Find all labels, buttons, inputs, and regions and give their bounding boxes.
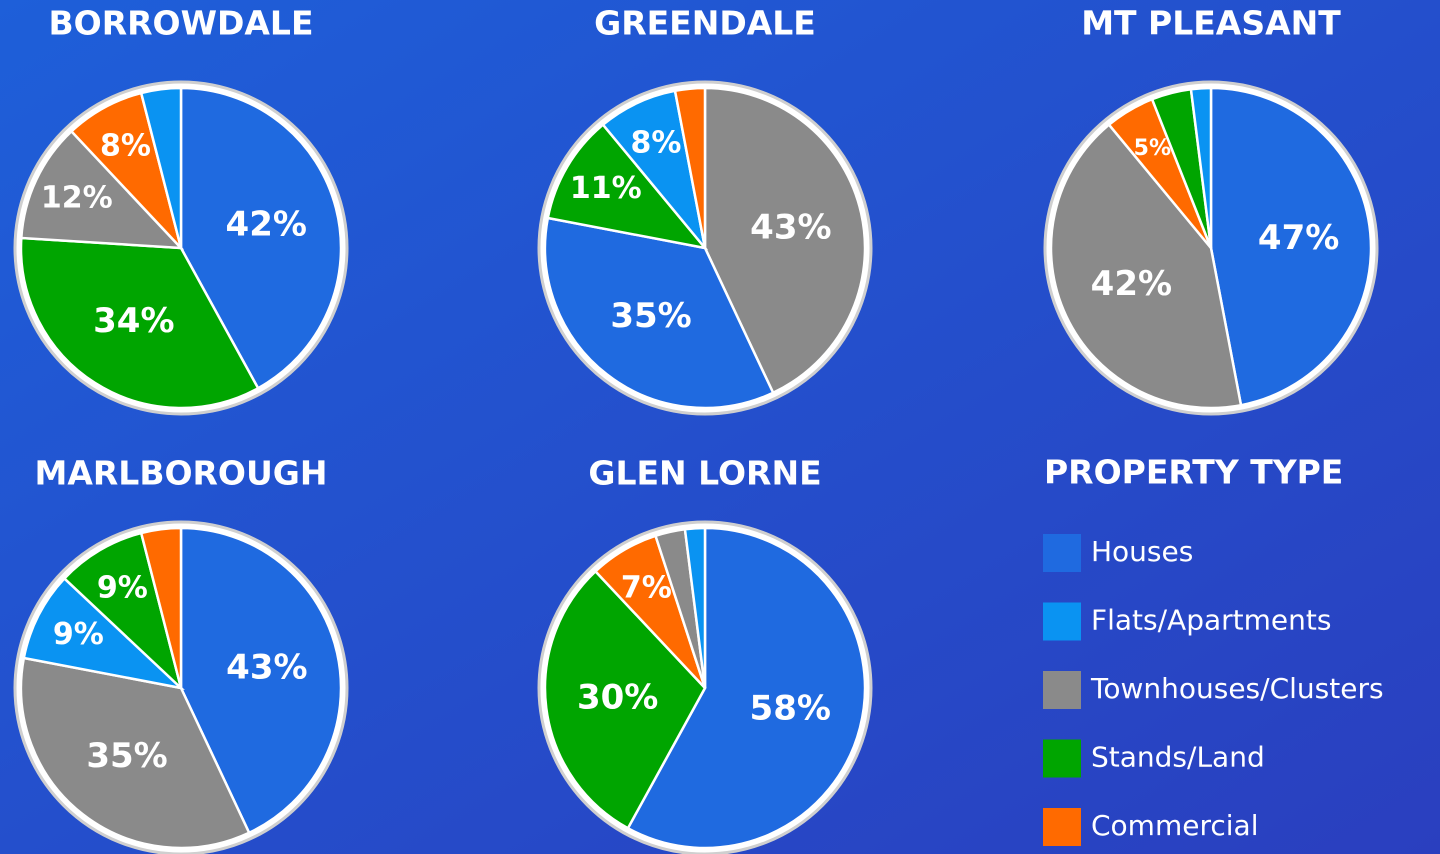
slice-label: 7% <box>621 570 672 605</box>
legend-swatch <box>1043 671 1081 709</box>
slice-label: 5% <box>1134 136 1171 161</box>
legend-label: Houses <box>1091 535 1193 568</box>
pie-slice <box>543 569 707 830</box>
pie-slice <box>179 526 343 835</box>
pie-slice <box>62 531 184 692</box>
legend-label: Townhouses/Clusters <box>1090 672 1384 705</box>
pie-slice <box>673 86 707 249</box>
slice-label: 8% <box>630 125 681 160</box>
pie-title: MARLBOROUGH <box>35 454 328 493</box>
slice-label: 35% <box>86 736 167 776</box>
slice-label: 30% <box>577 678 658 718</box>
legend-swatch <box>1043 534 1081 572</box>
pie-slice <box>626 526 867 850</box>
pie-slice <box>19 656 251 850</box>
slice-label: 42% <box>226 205 307 245</box>
slice-label: 34% <box>93 301 174 341</box>
pie-slice <box>179 86 343 390</box>
pie-slice <box>19 129 185 250</box>
pie-slice <box>139 526 183 689</box>
slice-label: 11% <box>570 171 642 206</box>
legend-label: Commercial <box>1091 809 1258 842</box>
slice-label: 42% <box>1091 264 1172 304</box>
pie-title: MT PLEASANT <box>1081 4 1341 43</box>
slice-label: 8% <box>100 129 151 164</box>
slice-label: 43% <box>226 647 307 687</box>
slice-label: 47% <box>1258 218 1339 258</box>
pie-title: GREENDALE <box>594 4 816 43</box>
slice-label: 35% <box>610 296 691 336</box>
pie-slice <box>1209 86 1373 407</box>
pie-slice <box>22 576 185 691</box>
slice-label: 9% <box>97 570 148 605</box>
pie-slice <box>19 236 260 410</box>
pie-slice <box>546 122 709 250</box>
pie-slice <box>703 86 867 395</box>
pie-slice <box>139 86 183 249</box>
pie-slice <box>683 526 707 689</box>
slice-label: 12% <box>41 180 113 215</box>
legend-swatch <box>1043 808 1081 846</box>
pie-slice <box>1189 86 1213 249</box>
pie-slice <box>543 216 775 410</box>
legend-title: PROPERTY TYPE <box>1044 453 1343 492</box>
slice-label: 43% <box>750 207 831 247</box>
legend-swatch <box>1043 739 1081 778</box>
pie-title: GLEN LORNE <box>588 454 821 493</box>
legend-label: Stands/Land <box>1091 741 1265 774</box>
legend-swatch <box>1043 602 1081 641</box>
pie-title: BORROWDALE <box>49 4 314 43</box>
legend-label: Flats/Apartments <box>1091 604 1331 637</box>
slice-label: 9% <box>53 617 104 652</box>
slice-label: 58% <box>750 688 831 728</box>
pie-slice <box>1049 122 1243 410</box>
